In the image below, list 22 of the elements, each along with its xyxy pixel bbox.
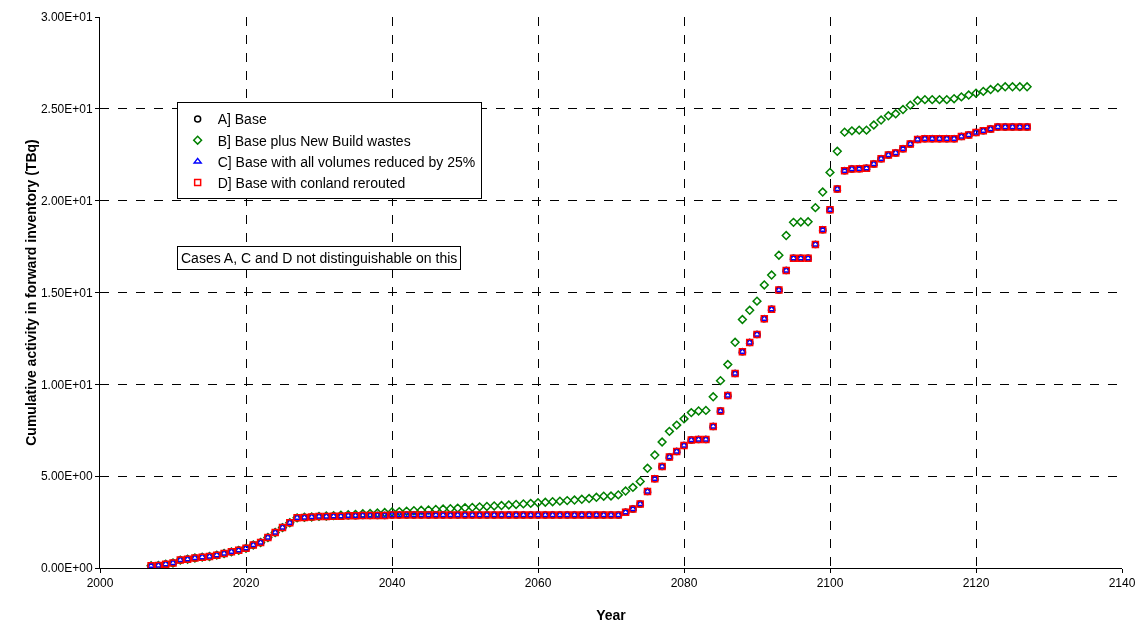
- y-tick-label: 3.00E+01: [40, 10, 93, 25]
- x-axis-title: Year: [596, 607, 627, 623]
- x-tick-label: 2120: [962, 576, 990, 591]
- y-tick-label: 5.00E+00: [40, 469, 93, 484]
- legend-label: C] Base with all volumes reduced by 25%: [217, 153, 476, 170]
- x-tick-label: 2100: [816, 576, 844, 591]
- y-tick-label: 2.50E+01: [40, 102, 93, 117]
- y-tick-label: 1.00E+01: [40, 377, 93, 392]
- y-axis-title: Cumulative activity in forward inventory (TBq): [22, 139, 39, 446]
- x-tick-label: 2060: [524, 576, 552, 591]
- x-tick-label: 2020: [232, 576, 260, 591]
- x-tick-label: 2000: [86, 576, 114, 591]
- y-tick-label: 1.50E+01: [40, 285, 93, 300]
- legend-label: A] Base: [217, 111, 267, 128]
- legend-label: B] Base plus New Build wastes: [217, 132, 411, 149]
- y-tick-label: 2.00E+01: [40, 193, 93, 208]
- legend-label: D] Base with conland rerouted: [217, 175, 406, 192]
- x-tick-label: 2080: [670, 576, 698, 591]
- x-tick-label: 2140: [1108, 576, 1136, 591]
- annotation: Cases A, C and D not distinguishable on this: [181, 250, 458, 266]
- x-tick-label: 2040: [378, 576, 406, 591]
- y-tick-label: 0.00E+00: [40, 561, 93, 576]
